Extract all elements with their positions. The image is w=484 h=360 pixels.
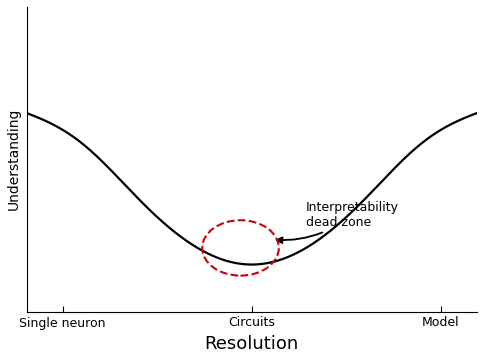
Text: Interpretability
dead zone: Interpretability dead zone xyxy=(277,201,399,243)
X-axis label: Resolution: Resolution xyxy=(205,335,299,353)
Y-axis label: Understanding: Understanding xyxy=(7,108,21,211)
